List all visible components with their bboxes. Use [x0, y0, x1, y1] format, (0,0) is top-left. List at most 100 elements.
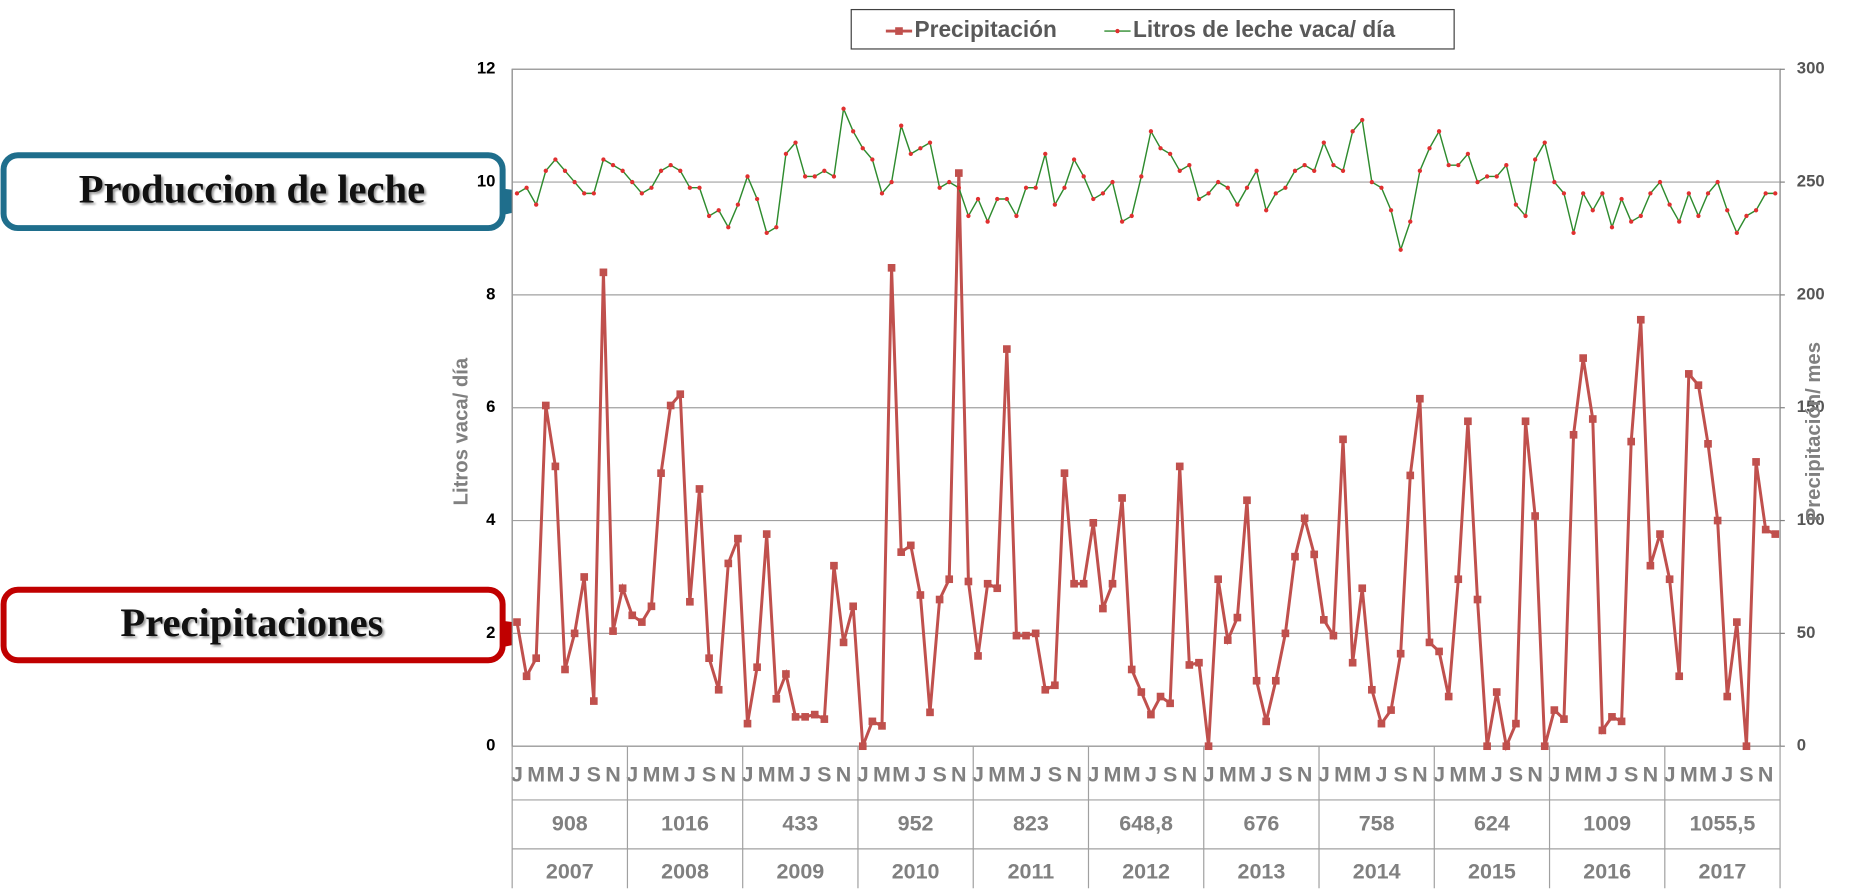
- data-point: [1523, 213, 1528, 219]
- x-tick-label: J: [1260, 763, 1272, 787]
- data-point: [1043, 151, 1048, 157]
- data-point: [918, 146, 923, 151]
- data-point: [1223, 636, 1232, 644]
- data-point: [638, 618, 646, 626]
- data-point: [582, 191, 587, 196]
- data-point: [1504, 163, 1509, 168]
- data-point: [1214, 575, 1222, 584]
- year-total: 676: [1243, 812, 1279, 836]
- data-point: [1763, 191, 1768, 196]
- data-point: [532, 654, 541, 663]
- data-point: [1302, 163, 1307, 168]
- data-point: [1031, 629, 1040, 638]
- data-point: [1579, 354, 1587, 362]
- callout-text: Precipitaciones: [120, 600, 383, 645]
- data-point: [1638, 213, 1643, 219]
- data-point: [1127, 665, 1136, 674]
- legend-box: [850, 8, 1455, 50]
- year-total: 758: [1359, 812, 1395, 836]
- data-point: [945, 575, 954, 584]
- data-point: [897, 548, 906, 556]
- data-point: [1071, 157, 1077, 162]
- data-point: [1733, 618, 1741, 626]
- data-point: [1685, 370, 1693, 378]
- data-point: [1704, 440, 1712, 448]
- data-point: [1550, 706, 1559, 714]
- x-tick-label: M: [1469, 763, 1487, 787]
- data-point: [1312, 168, 1317, 173]
- data-point: [899, 123, 904, 128]
- year-total: 908: [552, 812, 588, 836]
- data-point: [551, 462, 560, 471]
- x-tick-label: J: [1087, 763, 1099, 787]
- x-tick-label: J: [1548, 763, 1560, 787]
- data-point: [1417, 168, 1423, 173]
- data-point: [1761, 525, 1770, 534]
- data-point: [1340, 168, 1346, 173]
- data-point: [1406, 471, 1415, 480]
- data-point: [956, 185, 961, 190]
- year-total: 1016: [661, 812, 709, 836]
- data-point: [697, 185, 702, 190]
- data-point: [1464, 417, 1472, 426]
- data-point: [1291, 552, 1299, 561]
- x-tick-label: M: [1565, 763, 1583, 787]
- y-tick-label: 4: [486, 510, 496, 529]
- data-point: [1502, 742, 1511, 751]
- data-point: [1483, 742, 1491, 751]
- x-tick-label: S: [1509, 763, 1523, 787]
- data-point: [1329, 631, 1338, 640]
- data-point: [1744, 213, 1749, 219]
- data-point: [1254, 168, 1259, 173]
- x-tick-label: J: [1433, 763, 1445, 787]
- data-point: [1023, 185, 1029, 190]
- x-tick-label: J: [972, 763, 984, 787]
- data-point: [947, 179, 952, 185]
- data-point: [618, 584, 627, 593]
- data-point: [937, 185, 942, 190]
- data-point: [870, 157, 875, 162]
- data-point: [1398, 247, 1403, 252]
- data-point: [1185, 661, 1194, 669]
- x-tick-label: N: [1643, 763, 1659, 787]
- year-label: 2013: [1238, 859, 1286, 883]
- data-point: [724, 559, 733, 568]
- x-tick-label: N: [836, 763, 852, 787]
- data-point: [601, 157, 606, 162]
- x-tick-label: M: [1680, 763, 1698, 787]
- data-point: [1600, 191, 1605, 196]
- data-point: [753, 663, 761, 672]
- data-point: [916, 591, 925, 599]
- data-point: [1657, 179, 1663, 185]
- data-point: [1110, 179, 1115, 185]
- data-point: [1377, 719, 1386, 728]
- data-point: [1206, 191, 1211, 196]
- x-tick-label: S: [587, 763, 601, 787]
- data-point: [1512, 719, 1520, 728]
- data-point: [774, 225, 779, 230]
- x-tick-label: S: [1163, 763, 1177, 787]
- year-total: 823: [1013, 812, 1049, 836]
- data-point: [1331, 163, 1336, 168]
- x-tick-label: M: [1334, 763, 1352, 787]
- data-point: [1408, 219, 1413, 224]
- x-tick-label: J: [1375, 763, 1387, 787]
- data-point: [1041, 685, 1050, 694]
- data-point: [1636, 315, 1645, 324]
- data-point: [966, 213, 971, 219]
- x-tick-label: M: [1699, 763, 1717, 787]
- data-point: [906, 541, 915, 550]
- data-point: [1542, 140, 1547, 145]
- data-point: [1379, 185, 1384, 190]
- data-point: [1060, 469, 1069, 477]
- data-point: [522, 672, 531, 681]
- x-tick-label: M: [662, 763, 680, 787]
- y2-tick-label: 200: [1797, 284, 1825, 303]
- data-point: [686, 597, 694, 606]
- data-point: [1081, 174, 1086, 179]
- data-point: [754, 196, 760, 202]
- data-point: [1723, 692, 1732, 701]
- legend-label: Precipitación: [915, 16, 1057, 42]
- data-point: [762, 530, 771, 538]
- y2-tick-label: 0: [1797, 736, 1806, 755]
